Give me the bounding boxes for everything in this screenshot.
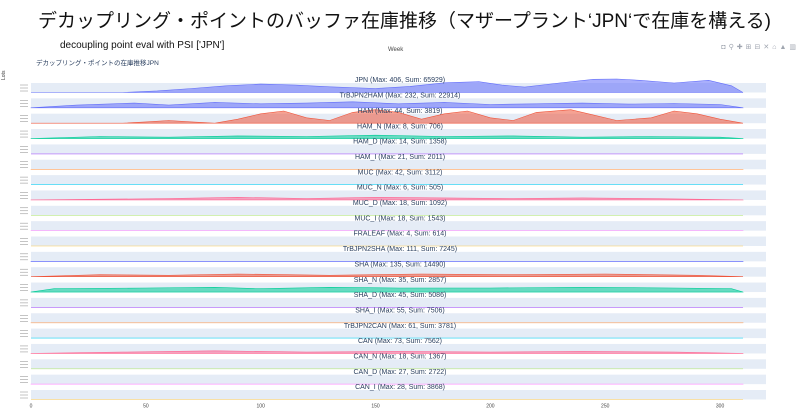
spike-lines-icon[interactable]: ▲: [779, 44, 787, 51]
zoom-out-icon[interactable]: ⊟: [754, 44, 761, 51]
strip-background: [31, 129, 766, 139]
subplot-title: CAN (Max: 73, Sum: 7562): [358, 338, 442, 345]
strip-background: [31, 190, 766, 200]
subplot-title: MUC_D (Max: 18, Sum: 1092): [353, 200, 447, 207]
strip-background: [31, 159, 766, 170]
reset-axes-icon[interactable]: ⌂: [772, 44, 777, 51]
x-tick-label: 50: [143, 404, 149, 410]
x-axis-title: Week: [388, 47, 404, 53]
subplot-title: HAM_N (Max: 8, Sum: 706): [357, 123, 443, 130]
strip-background: [31, 175, 766, 185]
strip-background: [31, 267, 766, 277]
subplot-title: HAM_I (Max: 21, Sum: 2011): [355, 154, 445, 161]
subplot-title: FRALEAF (Max: 4, Sum: 614): [354, 231, 447, 238]
zoom-icon[interactable]: ⚲: [728, 44, 734, 51]
series-area-can[interactable]: [30, 350, 744, 354]
subplot-title: JPN (Max: 406, Sum: 65929): [355, 77, 445, 84]
strip-background: [31, 282, 766, 293]
subplot-title: MUC (Max: 42, Sum: 3112): [358, 169, 443, 176]
strip-background: [31, 328, 766, 339]
series-area-jpn[interactable]: [31, 78, 744, 93]
strip-background: [31, 251, 766, 262]
subplot-title: CAN_I (Max: 28, Sum: 3868): [355, 384, 445, 391]
subplot-title: MUC_N (Max: 6, Sum: 505): [357, 185, 443, 192]
strip-background: [31, 236, 766, 246]
camera-icon[interactable]: ◘: [721, 44, 726, 51]
plot-modebar: ◘ ⚲ ✚ ⊞ ⊟ ✕ ⌂ ▲ ▥: [721, 44, 796, 52]
strip-background: [31, 98, 766, 108]
series-area-ham-n[interactable]: [30, 134, 744, 139]
chart-title: デカップリング・ポイントの在庫推移JPN: [36, 60, 159, 67]
series-area-sha[interactable]: [30, 273, 744, 277]
subplot-title: TrBJPN2CAN (Max: 61, Sum: 3781): [344, 323, 456, 330]
subplot-title: SHA (Max: 135, Sum: 14490): [354, 261, 445, 268]
subplot-title: CAN_N (Max: 18, Sum: 1367): [354, 354, 447, 361]
strip-background: [31, 205, 766, 216]
x-tick-label: 150: [371, 404, 380, 410]
subplot-title: HAM_D (Max: 14, Sum: 1358): [353, 139, 447, 146]
strip-background: [31, 144, 766, 154]
plotly-logo-icon[interactable]: ▥: [789, 44, 796, 51]
x-tick-label: 100: [257, 404, 266, 410]
subplot-title: SHA_D (Max: 45, Sum: 5086): [354, 292, 447, 299]
x-tick-label: 200: [486, 404, 495, 410]
subplot-title: CAN_D (Max: 27, Sum: 2722): [354, 369, 447, 376]
series-area-ham[interactable]: [31, 109, 744, 124]
strip-background: [31, 297, 766, 308]
subplot-title: TrBJPN2HAM (Max: 232, Sum: 22914): [340, 93, 461, 100]
subplot-title: MUC_I (Max: 18, Sum: 1543): [354, 215, 445, 222]
strip-background: [31, 374, 766, 385]
strip-background: [31, 343, 766, 354]
strip-background: [31, 390, 766, 400]
series-area-muc-n[interactable]: [30, 196, 744, 201]
zoom-in-icon[interactable]: ⊞: [745, 44, 752, 51]
pan-icon[interactable]: ✚: [736, 44, 743, 51]
series-area-trbjpn2ham[interactable]: [30, 101, 744, 109]
x-tick-label: 300: [716, 404, 725, 410]
strip-background: [31, 359, 766, 369]
x-tick-label: 250: [601, 404, 610, 410]
subplot-title: HAM (Max: 44, Sum: 3819): [358, 108, 443, 115]
slide-subtitle: decoupling point eval with PSI ['JPN']: [60, 40, 225, 51]
subplot-title: SHA_I (Max: 55, Sum: 7506): [355, 307, 444, 314]
series-area-sha-n[interactable]: [30, 286, 744, 293]
autoscale-icon[interactable]: ✕: [763, 44, 770, 51]
x-tick-label: 0: [30, 404, 33, 410]
slide-title: デカップリング・ポイントのバッファ在庫推移（マザープラント‘JPN‘で在庫を構え…: [38, 11, 771, 32]
strip-background: [31, 313, 766, 323]
strip-background: [31, 221, 766, 231]
subplot-title: SHA_N (Max: 35, Sum: 2857): [354, 277, 447, 284]
subplot-title: TrBJPN2SHA (Max: 111, Sum: 7245): [343, 246, 457, 253]
